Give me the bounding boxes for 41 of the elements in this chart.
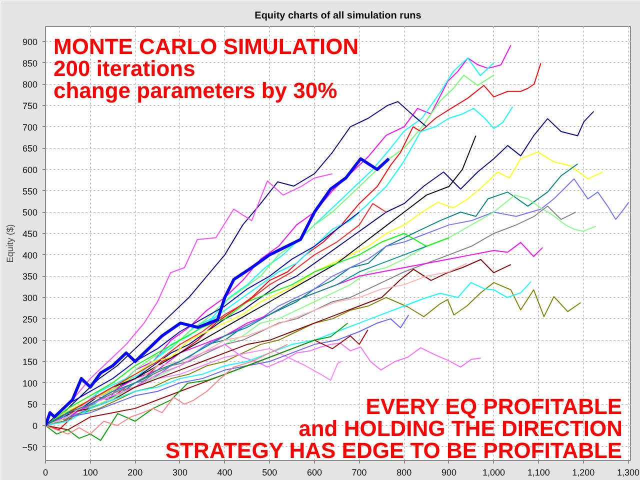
y-tick-label: 150 — [22, 356, 38, 367]
annotation: MONTE CARLO SIMULATION — [54, 34, 359, 59]
annotation: change parameters by 30% — [54, 78, 338, 103]
chart-title: Equity charts of all simulation runs — [254, 10, 422, 22]
y-tick-label: 850 — [22, 58, 38, 68]
y-tick-label: 750 — [22, 100, 38, 111]
x-tick-label: 1,200 — [572, 468, 595, 478]
y-tick-label: 450 — [22, 228, 38, 239]
y-tick-label: 200 — [22, 336, 38, 346]
y-tick-label: 50 — [27, 400, 38, 410]
x-tick-label: 400 — [217, 468, 232, 478]
annotation: 200 iterations — [54, 56, 196, 81]
x-tick-label: 1,000 — [482, 468, 506, 478]
annotation: STRATEGY HAS EDGE TO BE PROFITABLE — [165, 438, 622, 463]
x-tick-label: 1,300 — [617, 468, 640, 478]
y-tick-label: 700 — [22, 122, 38, 132]
y-tick-label: 650 — [22, 144, 38, 154]
y-tick-label: 800 — [22, 80, 38, 90]
y-tick-label: 100 — [22, 378, 38, 388]
y-tick-label: 500 — [22, 208, 38, 218]
x-tick-label: 900 — [441, 468, 456, 478]
annotation: EVERY EQ PROFITABLE — [366, 394, 622, 419]
x-tick-label: 700 — [352, 468, 367, 478]
x-tick-label: 1,100 — [527, 468, 550, 478]
y-tick-label: 0 — [32, 421, 38, 432]
x-tick-label: 600 — [306, 468, 322, 478]
x-tick-label: 200 — [128, 468, 143, 478]
y-tick-label: 350 — [22, 272, 38, 282]
y-tick-label: 550 — [22, 186, 38, 196]
x-tick-label: 500 — [262, 468, 278, 478]
y-tick-label: 600 — [22, 164, 38, 175]
y-tick-label: −50 — [22, 442, 38, 452]
y-tick-label: 400 — [22, 250, 38, 260]
x-tick-label: 0 — [42, 468, 48, 478]
y-tick-label: 900 — [22, 36, 38, 47]
x-tick-label: 100 — [82, 468, 98, 478]
x-tick-label: 300 — [172, 468, 188, 478]
y-tick-label: 250 — [22, 314, 38, 324]
y-axis-title: Equity ($) — [5, 224, 16, 263]
x-tick-label: 800 — [396, 468, 412, 478]
y-tick-label: 300 — [22, 292, 38, 303]
